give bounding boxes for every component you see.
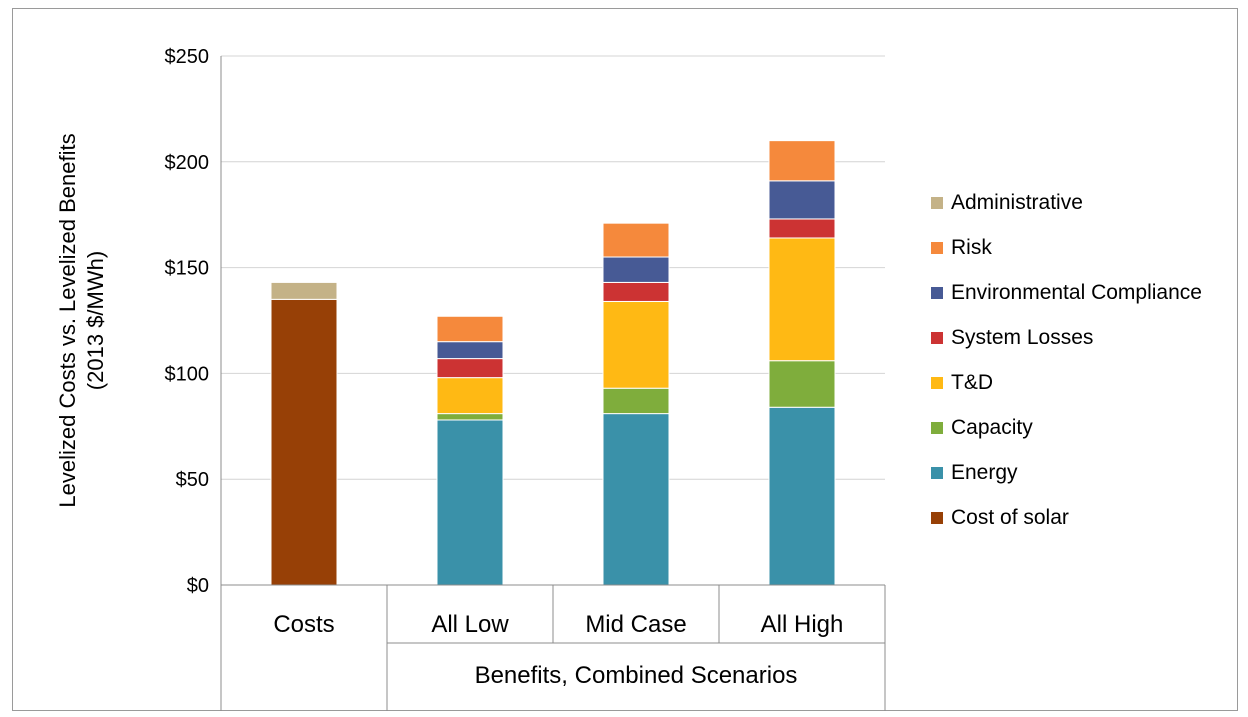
y-axis-ticks: $0 $50 $100 $150 $200 $250 xyxy=(165,46,210,597)
legend-swatch xyxy=(931,512,943,524)
bar-segment xyxy=(436,341,504,360)
bar-segment xyxy=(436,358,504,379)
bar-segment xyxy=(768,237,836,362)
bar-segment xyxy=(602,222,670,258)
bar-segment xyxy=(270,281,338,300)
chart-frame: $0 $50 $100 $150 $200 $250 Costs All Low Mid Ca… xyxy=(12,8,1238,711)
bar-segment xyxy=(768,180,836,220)
y-tick-label: $100 xyxy=(165,363,210,385)
stacked-bar-chart: $0 $50 $100 $150 $200 $250 Costs All Low Mid Ca… xyxy=(55,46,1202,711)
bar-segment xyxy=(436,419,504,586)
bar-segment xyxy=(602,413,670,586)
legend-label: Energy xyxy=(951,461,1018,484)
category-label: Costs xyxy=(273,611,334,638)
legend-swatch xyxy=(931,422,943,434)
category-labels: Costs All Low Mid Case All High xyxy=(273,611,843,638)
bar-segment xyxy=(768,360,836,408)
bar-segment xyxy=(602,256,670,283)
category-label: All High xyxy=(761,611,844,638)
category-label: All Low xyxy=(431,611,509,638)
legend-swatch xyxy=(931,377,943,389)
legend-swatch xyxy=(931,467,943,479)
y-axis-label: Levelized Costs vs. Levelized Benefits xyxy=(55,133,80,507)
bar-segment xyxy=(436,413,504,421)
bars xyxy=(270,140,836,586)
legend-label: Capacity xyxy=(951,416,1033,439)
category-label: Mid Case xyxy=(585,611,686,638)
legend: Administrative Risk Environmental Complian… xyxy=(931,191,1202,529)
bar-segment xyxy=(436,315,504,343)
y-tick-label: $250 xyxy=(165,46,210,68)
y-tick-label: $150 xyxy=(165,258,210,280)
legend-swatch xyxy=(931,332,943,344)
legend-label: Environmental Compliance xyxy=(951,281,1202,304)
y-tick-label: $200 xyxy=(165,152,210,174)
bar-segment xyxy=(602,281,670,302)
bar-segment xyxy=(768,140,836,182)
legend-swatch xyxy=(931,197,943,209)
bar-segment xyxy=(768,218,836,239)
bar-segment xyxy=(270,298,338,586)
y-tick-label: $0 xyxy=(187,575,209,597)
legend-label: System Losses xyxy=(951,326,1093,349)
y-axis-title: Levelized Costs vs. Levelized Benefits (… xyxy=(55,133,108,507)
group-label: Benefits, Combined Scenarios xyxy=(475,662,798,689)
y-tick-label: $50 xyxy=(176,469,209,491)
legend-label: Cost of solar xyxy=(951,506,1069,529)
legend-label: Risk xyxy=(951,236,992,259)
bar-segment xyxy=(436,377,504,415)
legend-label: Administrative xyxy=(951,191,1083,214)
y-axis-units: (2013 $/MWh) xyxy=(83,251,108,390)
bar-segment xyxy=(768,406,836,586)
axes xyxy=(220,56,886,711)
legend-swatch xyxy=(931,287,943,299)
bar-segment xyxy=(602,300,670,389)
bar-segment xyxy=(602,387,670,415)
legend-swatch xyxy=(931,242,943,254)
legend-label: T&D xyxy=(951,371,993,394)
